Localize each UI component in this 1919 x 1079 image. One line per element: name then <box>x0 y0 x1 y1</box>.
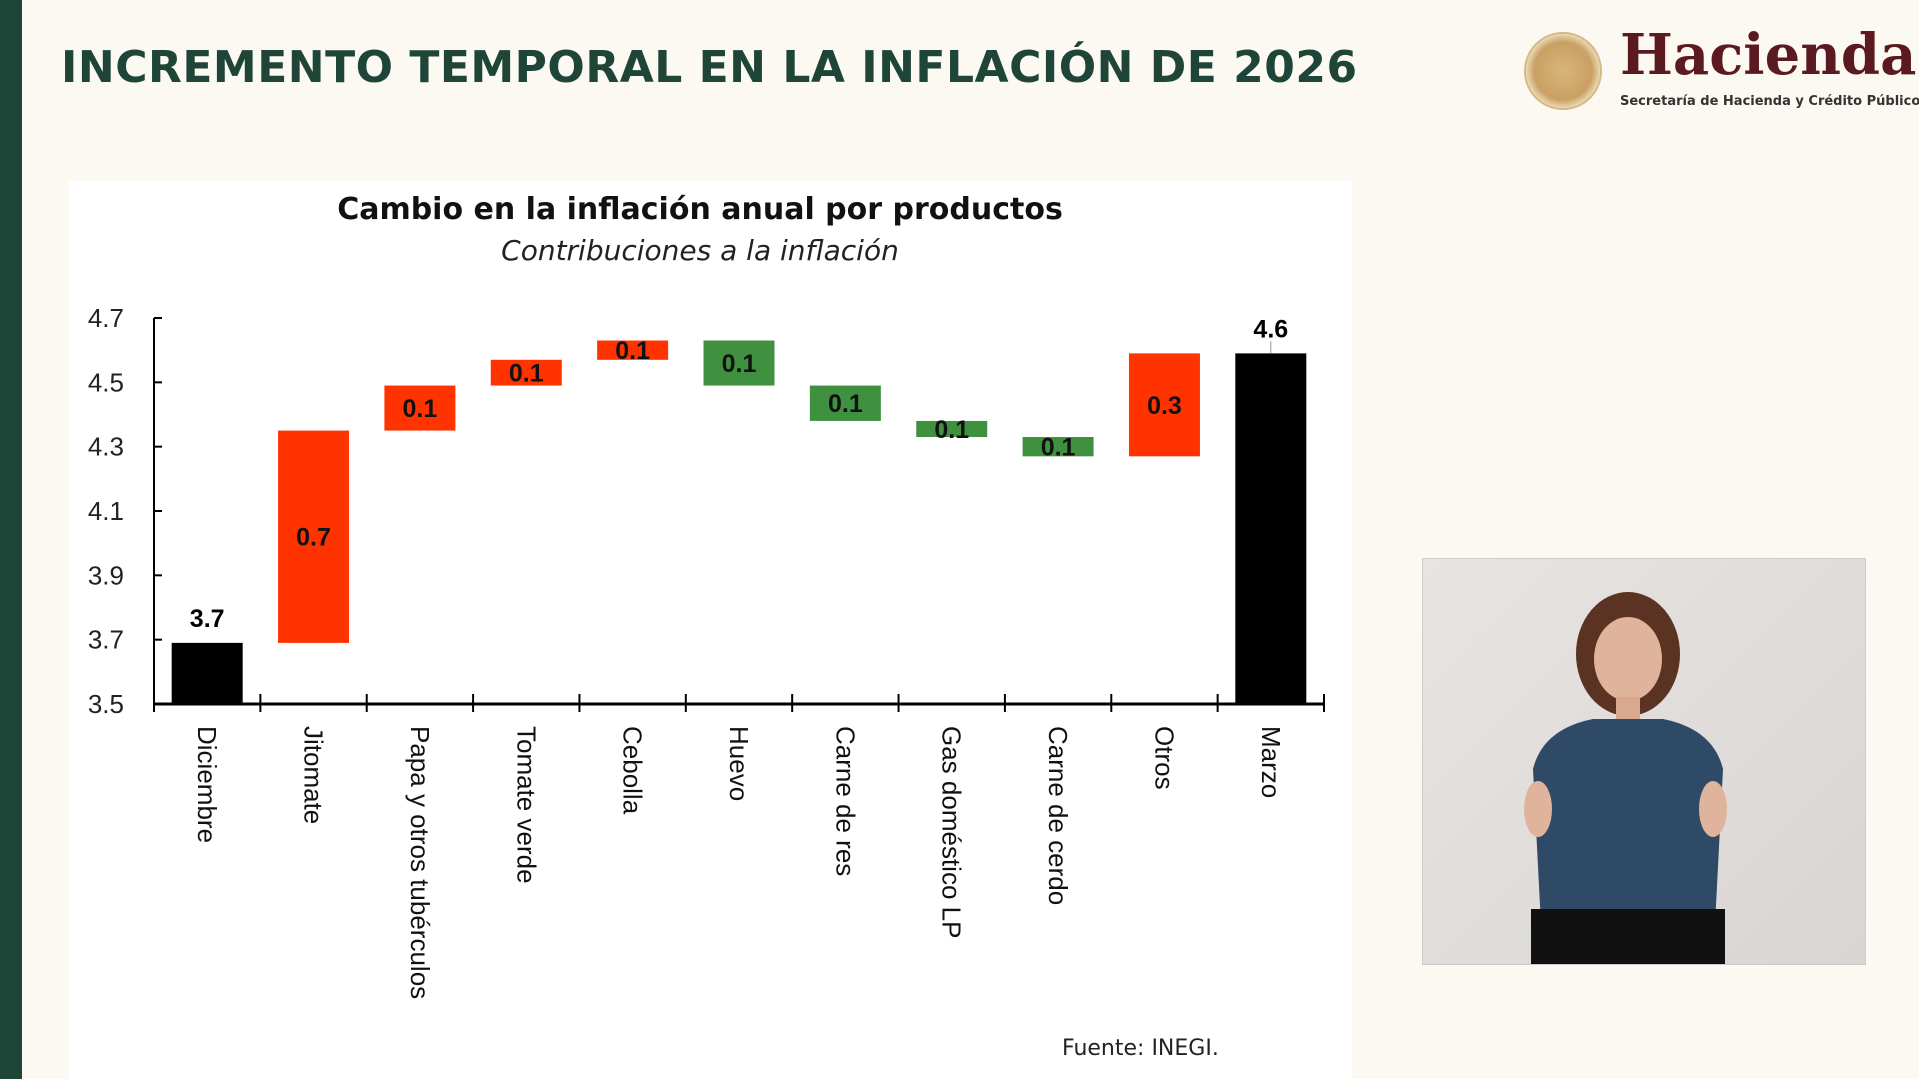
brand-subtitle: Secretaría de Hacienda y Crédito Público <box>1620 94 1919 109</box>
waterfall-chart: 3.5 3.7 3.9 4.1 4.3 4.5 4.7 3.7 Diciembre 0.7 Jito… <box>88 303 1325 999</box>
hacienda-logo: Hacienda Secretaría de Hacienda y Crédit… <box>1520 22 1919 118</box>
bar-cebolla <box>597 340 669 360</box>
bar-marzo <box>1235 353 1307 704</box>
x-tick-label: Papa y otros tubérculos <box>405 726 435 999</box>
data-label: 4.6 <box>1253 315 1288 343</box>
bar-carne-de-cerdo <box>1022 437 1094 457</box>
data-label: 3.7 <box>190 605 225 633</box>
x-tick-label: Diciembre <box>192 726 222 843</box>
brand-name: Hacienda <box>1620 22 1917 88</box>
data-label: 0.1 <box>615 337 650 365</box>
data-label: 0.1 <box>934 416 969 444</box>
interpreter-video <box>1422 558 1866 965</box>
bar-tomate-verde <box>490 359 562 386</box>
person-icon <box>1524 592 1727 964</box>
x-tick-label: Cebolla <box>618 726 648 815</box>
bar-jitomate <box>278 430 350 643</box>
left-accent-strip <box>0 0 22 1079</box>
chart-title: Cambio en la inflación anual por product… <box>337 192 1063 227</box>
x-tick-label: Carne de cerdo <box>1043 726 1073 905</box>
bar-papa-y-otros-tub-rculos <box>384 385 456 431</box>
data-label: 0.3 <box>1147 392 1182 420</box>
national-seal-icon <box>1524 32 1602 110</box>
x-tick-label: Gas doméstico LP <box>937 726 967 938</box>
y-tick-label: 3.7 <box>88 625 124 655</box>
y-tick-label: 3.9 <box>88 560 124 590</box>
bar-gas-dom-stico-lp <box>916 420 988 438</box>
data-label: 0.1 <box>722 350 757 378</box>
data-label: 0.1 <box>509 360 544 388</box>
source-note: Fuente: INEGI. <box>1062 1036 1219 1061</box>
bar-carne-de-res <box>809 385 881 421</box>
chart-subtitle: Contribuciones a la inflación <box>501 234 899 267</box>
page-title: INCREMENTO TEMPORAL EN LA INFLACIÓN DE 2… <box>61 42 1358 93</box>
x-tick-label: Jitomate <box>299 726 329 824</box>
y-tick-label: 4.7 <box>88 303 124 333</box>
bar-huevo <box>703 340 775 386</box>
y-tick-label: 4.1 <box>88 496 124 526</box>
x-tick-label: Carne de res <box>830 726 860 876</box>
bar-otros <box>1128 353 1200 457</box>
x-tick-label: Huevo <box>724 726 754 801</box>
bar-diciembre <box>171 642 243 704</box>
y-tick-label: 4.5 <box>88 367 124 397</box>
x-tick-label: Marzo <box>1256 726 1286 798</box>
data-label: 0.7 <box>296 524 331 552</box>
data-label: 0.1 <box>1041 434 1076 462</box>
y-tick-label: 4.3 <box>88 432 124 462</box>
x-tick-label: Otros <box>1149 726 1179 790</box>
data-label: 0.1 <box>403 395 438 423</box>
data-label: 0.1 <box>828 390 863 418</box>
y-tick-label: 3.5 <box>88 689 124 719</box>
x-tick-label: Tomate verde <box>511 726 541 884</box>
